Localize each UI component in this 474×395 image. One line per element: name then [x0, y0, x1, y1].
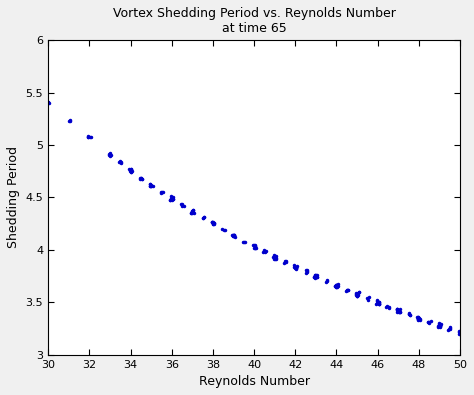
Y-axis label: Shedding Period: Shedding Period: [7, 147, 20, 248]
X-axis label: Reynolds Number: Reynolds Number: [199, 375, 310, 388]
Title: Vortex Shedding Period vs. Reynolds Number
at time 65: Vortex Shedding Period vs. Reynolds Numb…: [113, 7, 395, 35]
